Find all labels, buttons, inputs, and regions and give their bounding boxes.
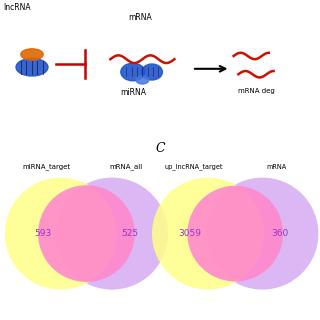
Ellipse shape — [121, 63, 145, 81]
Ellipse shape — [136, 76, 149, 84]
Text: lncRNA: lncRNA — [3, 3, 31, 12]
Text: C: C — [155, 142, 165, 155]
Ellipse shape — [16, 58, 48, 76]
Circle shape — [188, 186, 283, 282]
Text: up_lncRNA_target: up_lncRNA_target — [165, 163, 223, 170]
Circle shape — [56, 178, 168, 290]
Text: mRNA deg: mRNA deg — [238, 88, 275, 94]
Text: miRNA: miRNA — [120, 88, 146, 97]
Text: 360: 360 — [272, 229, 289, 238]
Ellipse shape — [141, 64, 163, 80]
Text: mRNA_all: mRNA_all — [109, 163, 143, 170]
Text: mRNA: mRNA — [128, 13, 152, 22]
Ellipse shape — [21, 49, 43, 60]
Text: mRNA: mRNA — [266, 164, 286, 170]
Text: 3059: 3059 — [179, 229, 202, 238]
Bar — [0, 0, 320, 160]
Circle shape — [206, 178, 318, 290]
Circle shape — [5, 178, 117, 290]
Circle shape — [38, 185, 135, 282]
Text: 525: 525 — [121, 229, 139, 238]
Text: miRNA_target: miRNA_target — [23, 163, 71, 170]
Text: 593: 593 — [34, 229, 52, 238]
Circle shape — [152, 178, 264, 290]
